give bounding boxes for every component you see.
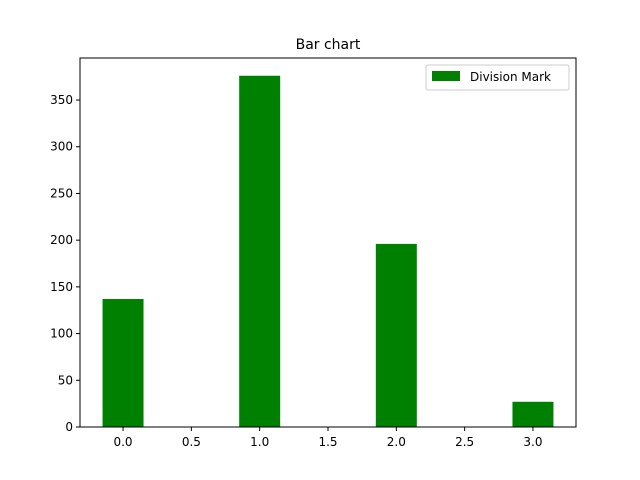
legend-label: Division Mark <box>470 70 551 84</box>
x-tick-label: 0.5 <box>182 435 201 449</box>
y-axis: 0 50 100 150 200 250 300 350 <box>50 93 80 434</box>
plot-frame <box>79 57 577 428</box>
legend-swatch <box>432 71 460 81</box>
y-tick-label: 100 <box>50 327 73 341</box>
bar-1 <box>239 75 281 428</box>
x-tick-label: 3.0 <box>523 435 542 449</box>
bars-group <box>102 75 554 428</box>
y-tick-label: 0 <box>65 420 73 434</box>
x-tick-label: 2.0 <box>387 435 406 449</box>
bar-2 <box>375 243 417 427</box>
bar-0 <box>102 299 144 427</box>
y-tick-label: 350 <box>50 93 73 107</box>
x-tick-label: 1.5 <box>318 435 337 449</box>
x-tick-label: 1.0 <box>250 435 269 449</box>
legend-box <box>425 64 570 91</box>
x-tick-label: 2.5 <box>455 435 474 449</box>
y-tick-label: 150 <box>50 280 73 294</box>
x-tick-label: 0.0 <box>113 435 132 449</box>
legend: Division Mark <box>425 64 570 91</box>
x-axis: 0.0 0.5 1.0 1.5 2.0 2.5 3.0 <box>113 427 543 449</box>
y-tick-label: 200 <box>50 233 73 247</box>
bar-3 <box>512 401 554 427</box>
chart-title: Bar chart <box>296 37 361 53</box>
y-tick-label: 250 <box>50 186 73 200</box>
y-tick-label: 50 <box>58 373 73 387</box>
y-tick-label: 300 <box>50 140 73 154</box>
